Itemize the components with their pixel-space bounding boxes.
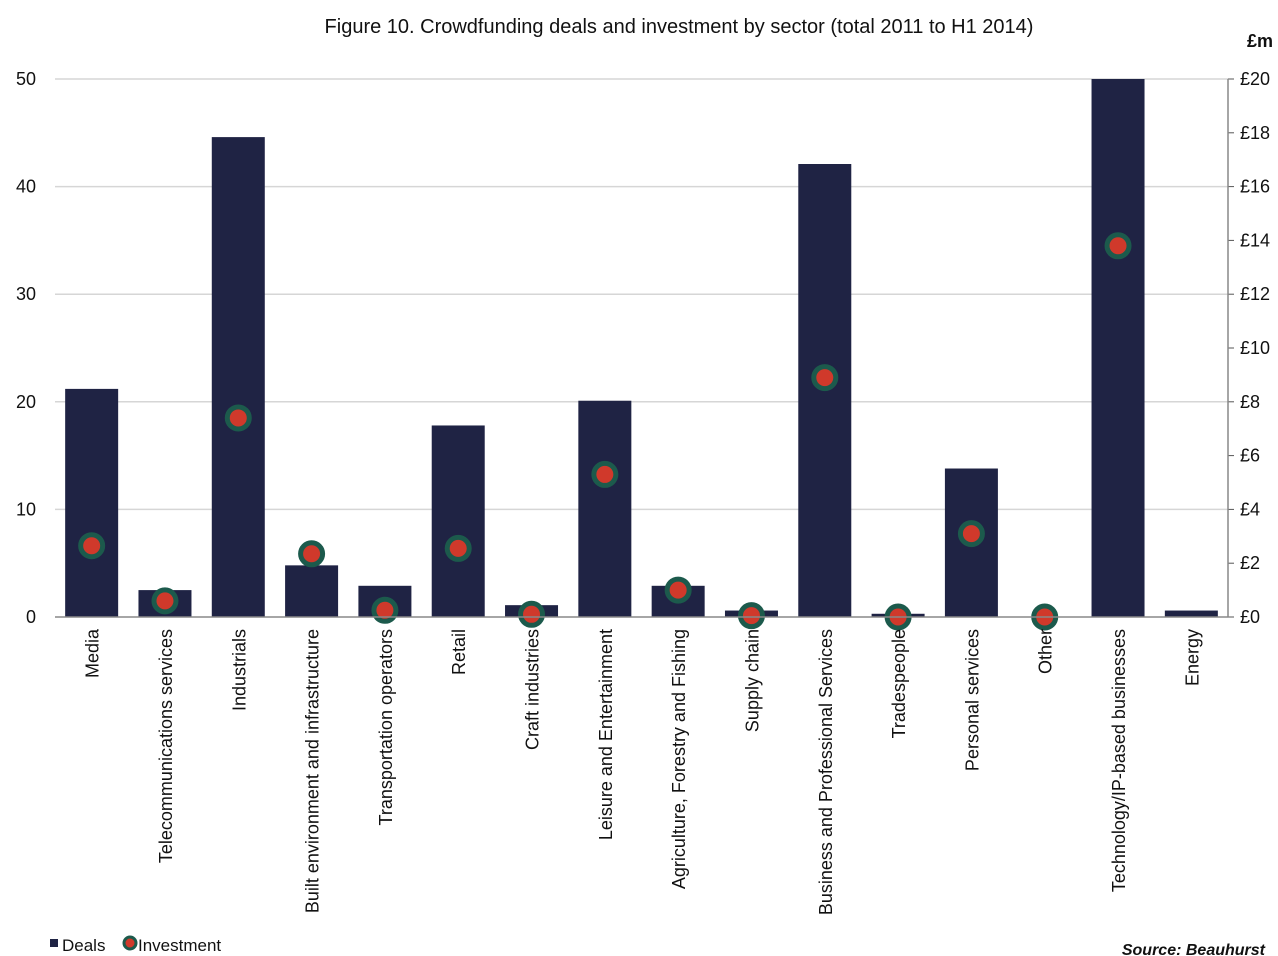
- investment-point: [371, 596, 399, 624]
- investment-point: [224, 404, 252, 432]
- category-label: Industrials: [229, 629, 249, 711]
- investment-point: [591, 460, 619, 488]
- investment-point: [957, 520, 985, 548]
- legend: Deals Investment: [50, 935, 221, 955]
- deals-bar: [65, 388, 119, 617]
- left-axis-ticks: 0 10 20 30 40 50: [16, 69, 36, 627]
- left-tick-label: 10: [16, 499, 36, 519]
- legend-investment-label: Investment: [138, 936, 221, 955]
- category-label: Other: [1036, 629, 1056, 674]
- category-label: Agriculture, Forestry and Fishing: [669, 629, 689, 889]
- investment-points: [78, 232, 1132, 631]
- investment-point: [811, 364, 839, 392]
- deals-bar: [431, 425, 485, 617]
- deals-bar: [1164, 610, 1218, 617]
- deals-bar: [1091, 79, 1145, 617]
- category-label: Retail: [449, 629, 469, 675]
- deals-bar: [211, 137, 265, 617]
- category-label: Supply chain: [742, 629, 762, 732]
- category-label: Tradespeople: [889, 629, 909, 738]
- category-label: Telecommunications services: [156, 629, 176, 863]
- left-tick-label: 30: [16, 284, 36, 304]
- category-label: Business and Professional Services: [816, 629, 836, 915]
- deals-bar: [285, 565, 339, 617]
- left-tick-label: 50: [16, 69, 36, 89]
- right-axis-unit-label: £m: [1247, 31, 1273, 51]
- investment-point: [151, 587, 179, 615]
- right-axis-ticks: £0 £2 £4 £6 £8 £10 £12 £14 £16 £18 £20: [1228, 69, 1270, 627]
- right-tick-label: £0: [1240, 607, 1260, 627]
- investment-point: [518, 600, 546, 628]
- category-label: Built environment and infrastructure: [303, 629, 323, 913]
- right-tick-label: £18: [1240, 123, 1270, 143]
- category-labels: Media Telecommunications services Industri…: [83, 628, 1203, 915]
- investment-point: [664, 576, 692, 604]
- investment-point: [444, 534, 472, 562]
- category-label: Energy: [1182, 629, 1202, 686]
- left-tick-label: 20: [16, 392, 36, 412]
- category-label: Technology/IP-based businesses: [1109, 629, 1129, 892]
- deals-bar: [578, 400, 632, 617]
- left-tick-label: 0: [26, 607, 36, 627]
- right-tick-label: £4: [1240, 499, 1260, 519]
- category-label: Leisure and Entertainment: [596, 629, 616, 840]
- source-note: Source: Beauhurst: [1122, 942, 1266, 956]
- right-tick-label: £8: [1240, 392, 1260, 412]
- legend-deals-swatch: [50, 939, 58, 947]
- deals-bars: [65, 79, 1218, 617]
- category-label: Media: [83, 628, 103, 678]
- category-label: Personal services: [962, 629, 982, 771]
- investment-point: [78, 532, 106, 560]
- right-tick-label: £10: [1240, 338, 1270, 358]
- category-label: Craft industries: [523, 629, 543, 750]
- investment-point: [1104, 232, 1132, 260]
- chart-title: Figure 10. Crowdfunding deals and invest…: [325, 16, 1034, 38]
- investment-point: [737, 602, 765, 630]
- investment-point: [298, 540, 326, 568]
- category-label: Transportation operators: [376, 629, 396, 825]
- left-tick-label: 40: [16, 177, 36, 197]
- right-tick-label: £2: [1240, 553, 1260, 573]
- legend-deals-label: Deals: [62, 936, 105, 955]
- legend-investment-marker: [122, 935, 138, 951]
- right-tick-label: £6: [1240, 446, 1260, 466]
- right-tick-label: £12: [1240, 284, 1270, 304]
- right-tick-label: £20: [1240, 69, 1270, 89]
- axes: [55, 79, 1229, 618]
- right-tick-label: £16: [1240, 177, 1270, 197]
- right-tick-label: £14: [1240, 230, 1270, 250]
